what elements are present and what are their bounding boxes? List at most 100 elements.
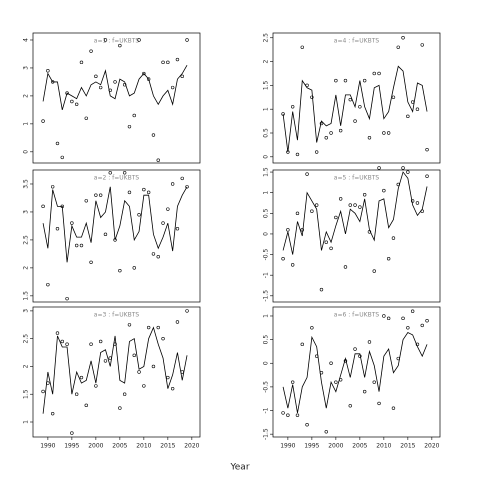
point: [382, 188, 386, 193]
y-tick-label: 1.5: [263, 167, 270, 177]
y-tick-label: 1: [263, 314, 270, 318]
point: [372, 380, 376, 384]
point: [406, 114, 410, 119]
point: [401, 316, 405, 321]
y-tick-label: 1: [23, 420, 30, 424]
y-tick-label: -1.5: [263, 290, 270, 302]
point: [300, 342, 304, 347]
point: [180, 74, 184, 79]
point: [329, 131, 333, 135]
point: [46, 69, 50, 73]
point: [343, 265, 348, 269]
point: [103, 232, 108, 237]
panel-title: a=2 : f=UKBTS: [94, 175, 140, 182]
y-tick-label: 2.5: [23, 334, 30, 344]
point: [84, 403, 88, 408]
point: [79, 375, 84, 380]
point: [151, 133, 156, 137]
point: [334, 78, 338, 83]
point: [286, 413, 290, 417]
panel-title: a=6 : f=UKBTS: [334, 312, 380, 319]
point: [295, 413, 300, 417]
y-tick-label: 0: [263, 155, 270, 159]
point: [391, 406, 396, 410]
y-tick-label: 3: [23, 66, 30, 70]
y-tick-label: 0: [23, 150, 30, 154]
point: [310, 95, 314, 99]
point: [324, 240, 328, 244]
x-tick-label: 1990: [280, 443, 295, 450]
point: [132, 113, 136, 118]
point: [358, 105, 362, 109]
point: [118, 406, 122, 410]
point: [382, 131, 386, 135]
point: [310, 326, 314, 330]
point: [41, 119, 45, 123]
point: [281, 256, 285, 261]
point: [89, 49, 93, 53]
point: [305, 423, 309, 427]
point: [420, 43, 424, 47]
point: [334, 215, 338, 220]
point: [410, 309, 415, 313]
point: [108, 171, 112, 175]
point: [122, 392, 127, 396]
point: [348, 203, 352, 207]
panel-title: a=1 : f=UKBTS: [94, 38, 140, 45]
y-tick-label: 1.5: [23, 389, 30, 399]
point: [113, 80, 117, 84]
point: [146, 190, 151, 195]
panel-frame: [272, 32, 441, 164]
point: [175, 57, 180, 62]
point: [132, 353, 136, 358]
point: [185, 185, 189, 189]
y-tick-label: 4: [23, 38, 30, 42]
point: [156, 158, 160, 162]
point: [122, 171, 127, 175]
y-tick-label: 1: [263, 107, 270, 111]
point: [65, 342, 69, 346]
point: [122, 83, 127, 87]
point: [79, 60, 84, 65]
x-tick-label: 2010: [136, 443, 151, 450]
fit-line: [42, 64, 188, 110]
y-tick-label: -1: [263, 407, 270, 413]
point: [175, 320, 180, 324]
point: [103, 359, 108, 363]
y-tick-label: 1.5: [23, 291, 30, 301]
panel-title: a=3 : f=UKBTS: [94, 312, 140, 319]
y-tick-label: -1: [263, 272, 270, 278]
panel-title: a=5 : f=UKBTS: [334, 175, 380, 182]
point: [391, 236, 396, 240]
panel-frame: [32, 32, 201, 164]
point: [98, 85, 103, 90]
x-tick-label: 1990: [40, 443, 55, 450]
point: [79, 243, 84, 248]
point: [319, 287, 324, 292]
point: [401, 36, 405, 40]
y-tick-label: 3: [23, 210, 30, 214]
point: [406, 326, 410, 330]
point: [118, 43, 122, 48]
point: [425, 319, 429, 323]
point: [348, 404, 352, 408]
point: [324, 430, 328, 434]
point: [89, 260, 93, 264]
point: [142, 71, 146, 76]
point: [127, 190, 132, 195]
point: [65, 296, 69, 301]
point: [353, 203, 357, 207]
fit-line: [282, 65, 428, 153]
point: [74, 392, 79, 396]
point: [55, 141, 60, 146]
y-tick-label: 3.5: [23, 179, 30, 189]
point: [410, 100, 415, 104]
point: [161, 336, 165, 341]
point: [185, 309, 189, 313]
point: [137, 370, 141, 374]
panel-frame: [272, 306, 441, 438]
point: [362, 389, 367, 394]
point: [94, 384, 98, 388]
point: [377, 401, 381, 406]
